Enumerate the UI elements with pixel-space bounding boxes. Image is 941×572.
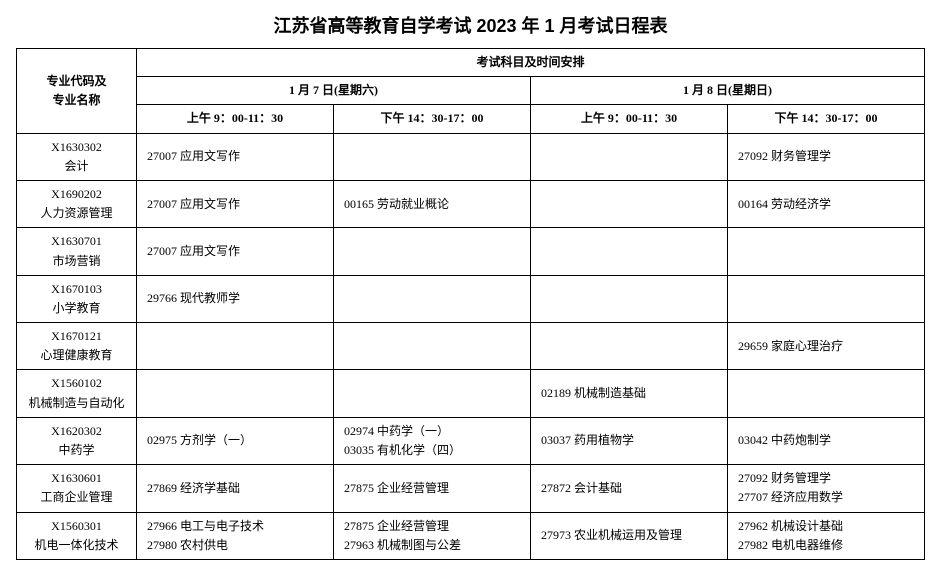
course-entry: 27963 机械制图与公差 xyxy=(344,536,524,555)
header-day1: 1 月 7 日(星期六) xyxy=(137,77,531,105)
course-entry: 02975 方剂学（一） xyxy=(147,431,327,450)
slot-day1-pm xyxy=(334,275,531,322)
slot-day2-am xyxy=(531,180,728,227)
course-entry: 27007 应用文写作 xyxy=(147,242,327,261)
major-cell: X1630601工商企业管理 xyxy=(17,465,137,512)
slot-day2-pm: 27092 财务管理学27707 经济应用数学 xyxy=(728,465,925,512)
course-entry: 27007 应用文写作 xyxy=(147,195,327,214)
slot-day1-pm xyxy=(334,133,531,180)
table-row: X1630601工商企业管理 27869 经济学基础 27875 企业经营管理 278… xyxy=(17,465,925,512)
slot-day2-pm: 29659 家庭心理治疗 xyxy=(728,323,925,370)
slot-day2-am xyxy=(531,133,728,180)
course-entry: 03035 有机化学（四） xyxy=(344,441,524,460)
table-row: X1670103小学教育 29766 现代教师学 xyxy=(17,275,925,322)
slot-day1-am xyxy=(137,323,334,370)
table-row: X1560301机电一体化技术27966 电工与电子技术27980 农村供电27… xyxy=(17,512,925,559)
course-entry: 27980 农村供电 xyxy=(147,536,327,555)
course-entry: 27092 财务管理学 xyxy=(738,147,918,166)
slot-day1-am: 27007 应用文写作 xyxy=(137,133,334,180)
slot-day2-am xyxy=(531,228,728,275)
course-entry: 00164 劳动经济学 xyxy=(738,195,918,214)
slot-day2-pm xyxy=(728,370,925,417)
course-entry: 27875 企业经营管理 xyxy=(344,517,524,536)
course-entry: 29659 家庭心理治疗 xyxy=(738,337,918,356)
course-entry: 02974 中药学（一） xyxy=(344,422,524,441)
course-entry: 27875 企业经营管理 xyxy=(344,479,524,498)
course-entry: 27962 机械设计基础 xyxy=(738,517,918,536)
course-entry: 27869 经济学基础 xyxy=(147,479,327,498)
major-cell: X1560301机电一体化技术 xyxy=(17,512,137,559)
slot-day2-pm: 00164 劳动经济学 xyxy=(728,180,925,227)
course-entry: 27982 电机电器维修 xyxy=(738,536,918,555)
slot-day1-pm: 00165 劳动就业概论 xyxy=(334,180,531,227)
slot-day2-pm: 03042 中药炮制学 xyxy=(728,417,925,464)
header-schedule: 考试科目及时间安排 xyxy=(137,49,925,77)
course-entry: 27092 财务管理学 xyxy=(738,469,918,488)
major-cell: X1690202人力资源管理 xyxy=(17,180,137,227)
course-entry: 00165 劳动就业概论 xyxy=(344,195,524,214)
header-day2-pm: 下午 14：30-17：00 xyxy=(728,105,925,133)
table-row: X1690202人力资源管理 27007 应用文写作 00165 劳动就业概论 001… xyxy=(17,180,925,227)
slot-day1-am: 02975 方剂学（一） xyxy=(137,417,334,464)
slot-day2-pm: 27962 机械设计基础27982 电机电器维修 xyxy=(728,512,925,559)
course-entry: 27872 会计基础 xyxy=(541,479,721,498)
slot-day1-pm xyxy=(334,323,531,370)
slot-day1-am: 29766 现代教师学 xyxy=(137,275,334,322)
slot-day2-am: 02189 机械制造基础 xyxy=(531,370,728,417)
slot-day2-am xyxy=(531,323,728,370)
major-cell: X1630701市场营销 xyxy=(17,228,137,275)
table-row: X1670121心理健康教育 29659 家庭心理治疗 xyxy=(17,323,925,370)
slot-day2-am: 27872 会计基础 xyxy=(531,465,728,512)
course-entry: 29766 现代教师学 xyxy=(147,289,327,308)
slot-day1-am: 27007 应用文写作 xyxy=(137,180,334,227)
slot-day2-pm xyxy=(728,228,925,275)
major-cell: X1620302中药学 xyxy=(17,417,137,464)
slot-day2-pm xyxy=(728,275,925,322)
table-row: X1630302会计 27007 应用文写作 27092 财务管理学 xyxy=(17,133,925,180)
table-row: X1560102机械制造与自动化 02189 机械制造基础 xyxy=(17,370,925,417)
major-cell: X1560102机械制造与自动化 xyxy=(17,370,137,417)
course-entry: 27707 经济应用数学 xyxy=(738,488,918,507)
course-entry: 03037 药用植物学 xyxy=(541,431,721,450)
header-day1-pm: 下午 14：30-17：00 xyxy=(334,105,531,133)
slot-day1-am: 27869 经济学基础 xyxy=(137,465,334,512)
slot-day1-pm: 02974 中药学（一）03035 有机化学（四） xyxy=(334,417,531,464)
header-day2: 1 月 8 日(星期日) xyxy=(531,77,925,105)
page-title: 江苏省高等教育自学考试 2023 年 1 月考试日程表 xyxy=(16,12,925,38)
header-major: 专业代码及专业名称 xyxy=(17,49,137,134)
slot-day2-am xyxy=(531,275,728,322)
slot-day1-am xyxy=(137,370,334,417)
slot-day1-pm xyxy=(334,228,531,275)
course-entry: 27966 电工与电子技术 xyxy=(147,517,327,536)
slot-day2-pm: 27092 财务管理学 xyxy=(728,133,925,180)
schedule-table: 专业代码及专业名称 考试科目及时间安排 1 月 7 日(星期六) 1 月 8 日… xyxy=(16,48,925,560)
slot-day1-am: 27966 电工与电子技术27980 农村供电 xyxy=(137,512,334,559)
course-entry: 03042 中药炮制学 xyxy=(738,431,918,450)
table-row: X1620302中药学 02975 方剂学（一） 02974 中药学（一）03035… xyxy=(17,417,925,464)
table-row: X1630701市场营销 27007 应用文写作 xyxy=(17,228,925,275)
slot-day2-am: 27973 农业机械运用及管理 xyxy=(531,512,728,559)
course-entry: 27007 应用文写作 xyxy=(147,147,327,166)
header-day2-am: 上午 9：00-11：30 xyxy=(531,105,728,133)
course-entry: 27973 农业机械运用及管理 xyxy=(541,526,721,545)
slot-day1-pm: 27875 企业经营管理 xyxy=(334,465,531,512)
course-entry: 02189 机械制造基础 xyxy=(541,384,721,403)
major-cell: X1630302会计 xyxy=(17,133,137,180)
major-cell: X1670121心理健康教育 xyxy=(17,323,137,370)
slot-day1-pm xyxy=(334,370,531,417)
slot-day1-am: 27007 应用文写作 xyxy=(137,228,334,275)
major-cell: X1670103小学教育 xyxy=(17,275,137,322)
slot-day1-pm: 27875 企业经营管理27963 机械制图与公差 xyxy=(334,512,531,559)
slot-day2-am: 03037 药用植物学 xyxy=(531,417,728,464)
header-day1-am: 上午 9：00-11：30 xyxy=(137,105,334,133)
